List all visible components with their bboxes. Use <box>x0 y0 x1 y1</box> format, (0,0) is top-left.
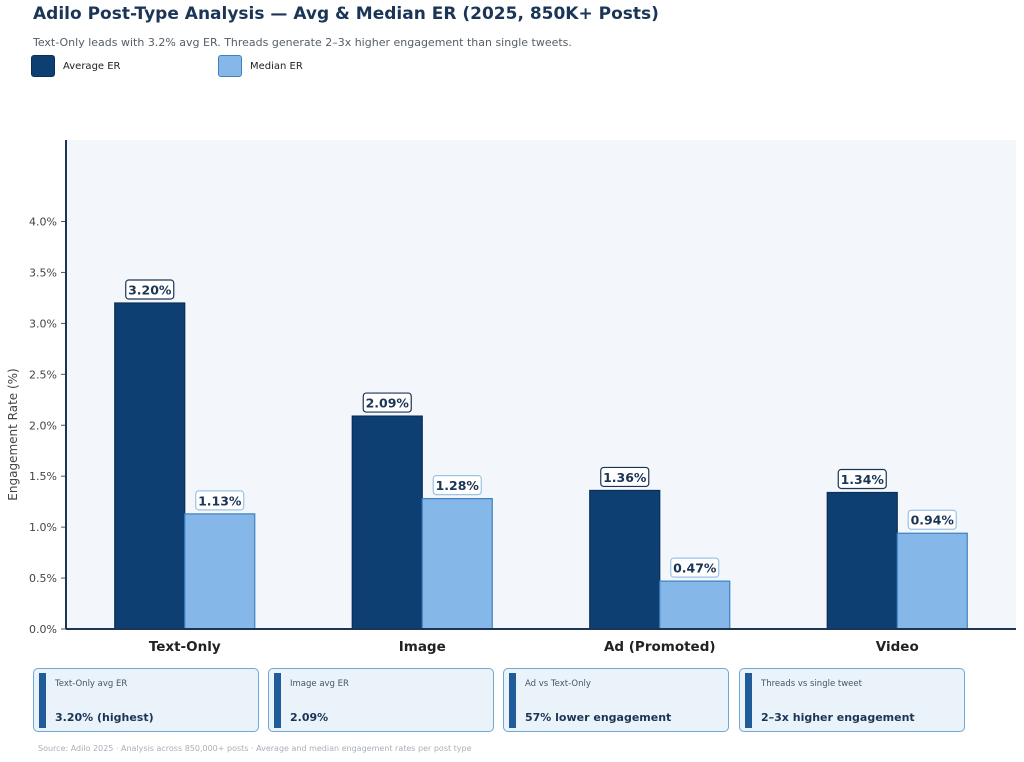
y-tick-label: 4.0% <box>29 216 57 229</box>
source-note: Source: Adilo 2025 · Analysis across 850… <box>38 744 472 753</box>
y-tick-label: 0.0% <box>29 623 57 636</box>
card-value: 2.09% <box>290 711 329 724</box>
card-accent-bar <box>745 673 752 728</box>
y-tick-label: 3.5% <box>29 266 57 279</box>
chart-title: Adilo Post-Type Analysis — Avg & Median … <box>33 4 659 24</box>
data-label: 1.34% <box>841 472 885 487</box>
bar-median <box>896 532 968 630</box>
bar-median <box>421 498 493 630</box>
x-tick-label: Image <box>399 639 446 655</box>
card-value: 3.20% (highest) <box>55 711 154 724</box>
x-tick-label: Ad (Promoted) <box>604 639 716 655</box>
card-accent-bar <box>39 673 46 728</box>
stat-card-text-only: Text-Only avg ER 3.20% (highest) <box>33 668 259 732</box>
legend-swatch-average <box>31 55 55 77</box>
bar-average <box>114 302 186 630</box>
data-label: 1.28% <box>436 478 480 493</box>
stat-card-threads: Threads vs single tweet 2–3x higher enga… <box>739 668 965 732</box>
legend-label-median: Median ER <box>250 60 303 72</box>
x-tick-label: Text-Only <box>149 639 221 655</box>
card-value: 2–3x higher engagement <box>761 711 915 724</box>
y-axis-title: Engagement Rate (%) <box>6 368 20 500</box>
stat-card-ad: Ad vs Text-Only 57% lower engagement <box>503 668 729 732</box>
legend-item-average: Average ER <box>31 54 121 78</box>
y-tick-label: 3.0% <box>29 317 57 330</box>
legend-item-median: Median ER <box>218 54 303 78</box>
data-label: 0.94% <box>911 513 955 528</box>
data-label-box <box>362 392 412 413</box>
y-tick-label: 1.5% <box>29 470 57 483</box>
data-label: 1.13% <box>198 493 242 508</box>
stat-card-image: Image avg ER 2.09% <box>268 668 494 732</box>
data-label-box <box>195 490 245 511</box>
data-label-box <box>432 475 482 496</box>
card-label: Ad vs Text-Only <box>525 679 591 689</box>
y-tick-label: 2.5% <box>29 368 57 381</box>
bar-average <box>589 489 661 630</box>
legend-swatch-median <box>218 55 242 77</box>
card-accent-bar <box>274 673 281 728</box>
x-tick-label: Video <box>876 639 919 655</box>
bar-median <box>184 513 256 630</box>
data-label: 3.20% <box>128 283 172 298</box>
data-label-box <box>600 466 650 488</box>
data-label: 1.36% <box>603 470 647 485</box>
card-accent-bar <box>509 673 516 728</box>
data-label: 2.09% <box>366 396 410 411</box>
card-label: Text-Only avg ER <box>55 679 128 689</box>
data-label-box <box>125 279 175 300</box>
card-label: Threads vs single tweet <box>761 679 862 689</box>
bar-average <box>826 491 898 630</box>
y-tick-label: 2.0% <box>29 419 57 432</box>
card-value: 57% lower engagement <box>525 711 672 724</box>
y-tick-label: 1.0% <box>29 521 57 534</box>
data-label: 0.47% <box>673 561 717 576</box>
data-label-box <box>907 509 957 530</box>
y-tick-label: 0.5% <box>29 572 57 585</box>
card-label: Image avg ER <box>290 679 349 689</box>
legend-label-average: Average ER <box>63 60 121 72</box>
chart-subtitle: Text-Only leads with 3.2% avg ER. Thread… <box>33 36 572 49</box>
data-label-box <box>837 468 887 490</box>
data-label-box <box>670 557 720 578</box>
bar-average <box>351 415 423 630</box>
bar-chart: 0.0% 0.5% 1.0% 1.5% 2.0% 2.5% 3.0% 3.5% 4.0% Enga… <box>6 140 1016 655</box>
bar-median <box>659 580 731 630</box>
